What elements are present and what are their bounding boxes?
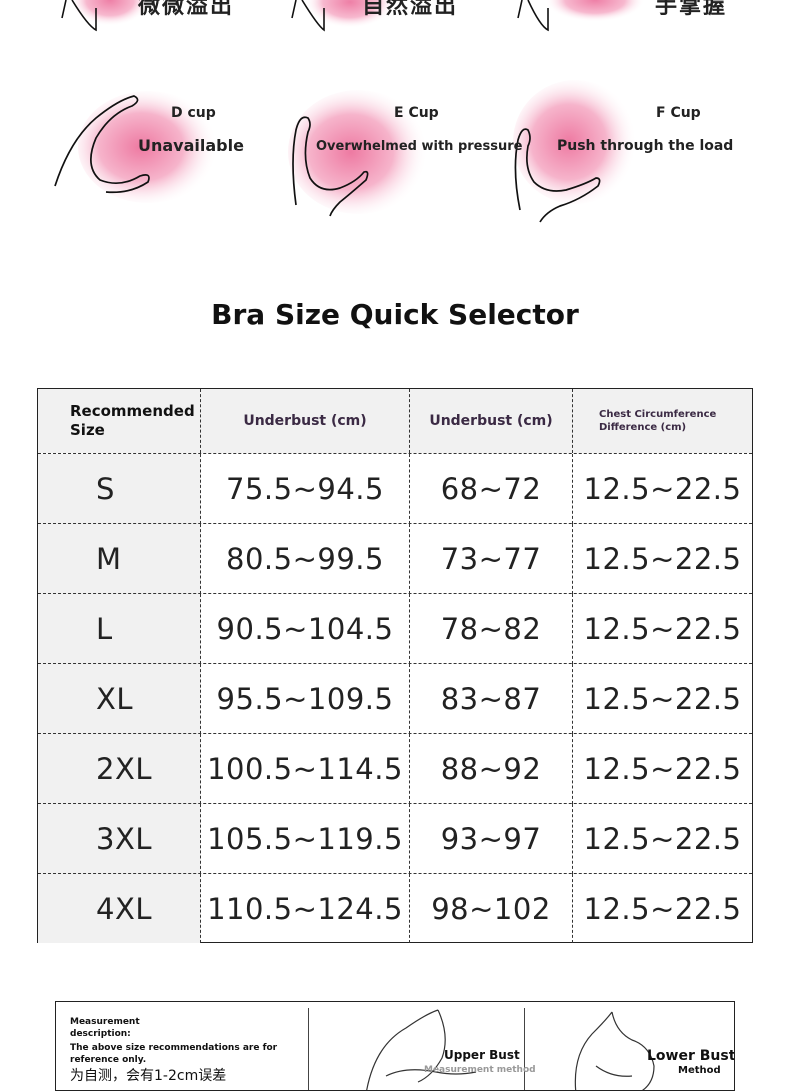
underbust-cell: 80.5~99.5 [201, 524, 410, 594]
upper-bust-subcaption: Measurement method [424, 1065, 536, 1075]
cup-top-label-2: 自然溢出 [362, 0, 459, 19]
measurement-note-2: 为自测，会有1-2cm误差 [70, 1068, 227, 1084]
size-cell: 2XL [38, 734, 201, 804]
breast-shape-icon [305, 0, 395, 28]
breast-shape-icon [545, 0, 645, 22]
measurement-note: The above size recommendations are for r… [70, 1043, 278, 1065]
header-recommended-size: Recommended Size [38, 389, 201, 453]
underbust-cell: 68~72 [410, 454, 573, 524]
difference-cell: 12.5~22.5 [583, 682, 742, 716]
difference-cell: 12.5~22.5 [583, 752, 742, 786]
difference-cell: 12.5~22.5 [583, 472, 742, 506]
size-cell: XL [38, 664, 201, 734]
cup-illustrations [54, 80, 637, 223]
hand-icon [291, 0, 325, 32]
d-cup-name: D cup [171, 105, 216, 121]
f-cup-name: F Cup [656, 105, 701, 121]
size-cell: 3XL [38, 804, 201, 874]
table-row: S 75.5~94.5 68~72 12.5~22.5 [38, 453, 752, 524]
page-title: Bra Size Quick Selector [211, 298, 579, 331]
table-header-row: Recommended Size Underbust (cm) Underbus… [38, 389, 752, 453]
header-underbust-1: Underbust (cm) [201, 389, 410, 453]
divider [524, 1008, 525, 1090]
underbust-cell: 90.5~104.5 [201, 594, 410, 664]
underbust-cell: 98~102 [410, 874, 573, 943]
divider [308, 1008, 309, 1090]
table-row: XL 95.5~109.5 83~87 12.5~22.5 [38, 663, 752, 734]
d-cup-description: Unavailable [138, 136, 244, 155]
cup-row-top-art [61, 0, 645, 32]
underbust-cell: 73~77 [410, 524, 573, 594]
underbust-cell: 100.5~114.5 [201, 734, 410, 804]
hand-icon [517, 0, 549, 32]
underbust-cell: 95.5~109.5 [201, 664, 410, 734]
size-table: Recommended Size Underbust (cm) Underbus… [37, 388, 753, 943]
measurement-heading: Measurement description: [70, 1017, 140, 1039]
d-cup-breast-icon [78, 91, 218, 203]
lower-bust-caption: Lower Bust [647, 1048, 735, 1064]
hand-icon [61, 0, 97, 32]
upper-bust-caption: Upper Bust [444, 1048, 520, 1062]
table-row: 3XL 105.5~119.5 93~97 12.5~22.5 [38, 803, 752, 874]
underbust-cell: 78~82 [410, 594, 573, 664]
e-cup-description: Overwhelmed with pressure [316, 139, 523, 154]
f-cup-hand-icon [514, 128, 601, 223]
header-underbust-2: Underbust (cm) [410, 389, 573, 453]
upper-bust-figure-icon [366, 1009, 477, 1090]
underbust-cell: 75.5~94.5 [201, 454, 410, 524]
size-cell: L [38, 594, 201, 664]
underbust-cell: 83~87 [410, 664, 573, 734]
difference-cell: 12.5~22.5 [583, 542, 742, 576]
size-cell: 4XL [38, 874, 201, 943]
lower-bust-subcaption: Method [678, 1065, 721, 1076]
table-row: 2XL 100.5~114.5 88~92 12.5~22.5 [38, 733, 752, 804]
header-chest-difference: Chest Circumference Difference (cm) [573, 389, 752, 453]
e-cup-breast-icon [288, 90, 428, 214]
underbust-cell: 105.5~119.5 [201, 804, 410, 874]
f-cup-description: Push through the load [557, 138, 734, 154]
underbust-cell: 93~97 [410, 804, 573, 874]
breast-shape-icon [70, 0, 150, 26]
table-row: M 80.5~99.5 73~77 12.5~22.5 [38, 523, 752, 594]
e-cup-name: E Cup [394, 105, 439, 121]
d-cup-hand-icon [54, 95, 150, 194]
table-row: 4XL 110.5~124.5 98~102 12.5~22.5 [38, 873, 752, 943]
table-row: L 90.5~104.5 78~82 12.5~22.5 [38, 593, 752, 664]
difference-cell: 12.5~22.5 [583, 612, 742, 646]
e-cup-hand-icon [292, 116, 369, 217]
size-cell: M [38, 524, 201, 594]
underbust-cell: 110.5~124.5 [201, 874, 410, 943]
measurement-box: Measurement description: The above size … [55, 1001, 735, 1091]
difference-cell: 12.5~22.5 [583, 891, 742, 926]
cup-top-label-3: 手掌握 [655, 0, 728, 19]
underbust-cell: 88~92 [410, 734, 573, 804]
size-cell: S [38, 454, 201, 524]
f-cup-breast-icon [513, 80, 637, 204]
difference-cell: 12.5~22.5 [583, 822, 742, 856]
cup-top-label-1: 微微溢出 [138, 0, 235, 19]
